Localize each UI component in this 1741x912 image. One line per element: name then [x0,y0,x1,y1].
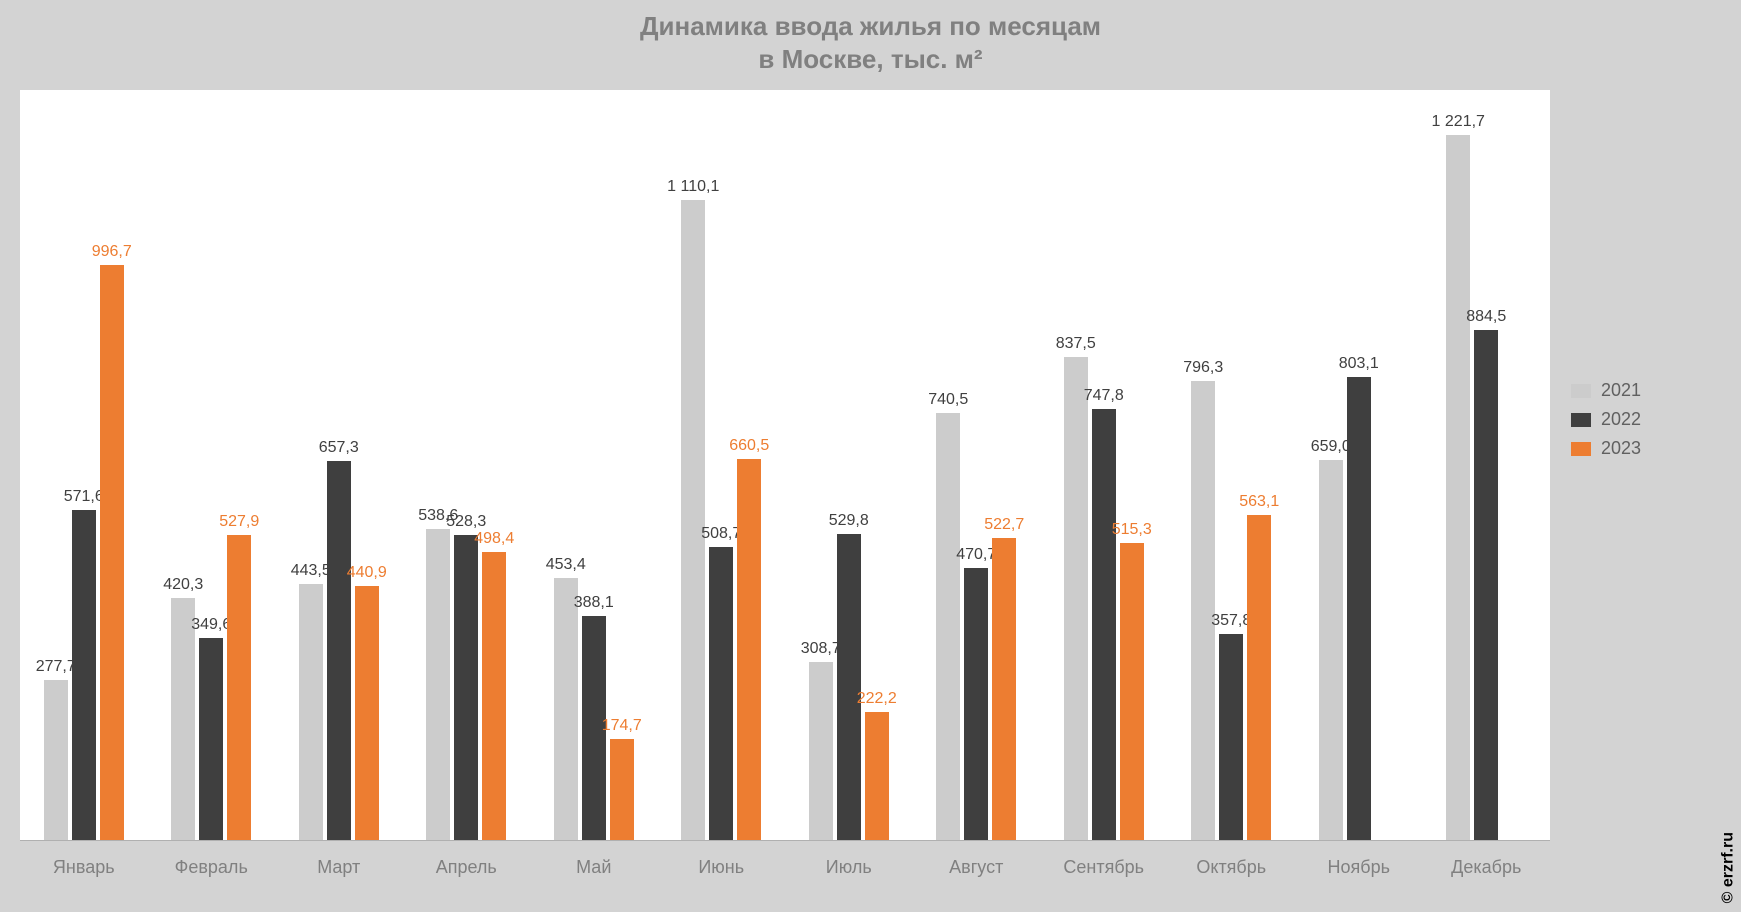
bar [1064,357,1088,840]
legend-label: 2023 [1601,438,1641,459]
legend-item: 2023 [1571,438,1721,459]
bar-group: 277,7571,6996,7 [20,90,148,840]
bar-value-label: 660,5 [709,437,789,455]
x-axis-label: Октябрь [1168,845,1296,885]
x-axis-label: Июнь [658,845,786,885]
x-axis-label: Июль [785,845,913,885]
bar-value-label: 1 221,7 [1418,113,1498,131]
bar [554,578,578,840]
bar-value-label: 747,8 [1064,387,1144,405]
bar [1319,460,1343,840]
bar-group: 1 110,1508,7660,5 [658,90,786,840]
bar-group: 453,4388,1174,7 [530,90,658,840]
legend-swatch [1571,384,1591,398]
bar [964,568,988,840]
legend-label: 2022 [1601,409,1641,430]
bar-group: 308,7529,8222,2 [785,90,913,840]
bar-value-label: 515,3 [1092,521,1172,539]
bar-value-label: 498,4 [454,530,534,548]
bar [72,510,96,840]
bar [199,638,223,840]
bar-value-label: 563,1 [1219,493,1299,511]
chart-title: Динамика ввода жилья по месяцам в Москве… [0,10,1741,75]
legend: 2021 2022 2023 [1571,380,1721,467]
bar [227,535,251,840]
bar-value-label: 996,7 [72,243,152,261]
x-axis-label: Сентябрь [1040,845,1168,885]
bar [482,552,506,840]
bar-value-label: 1 110,1 [653,178,733,196]
bar [837,534,861,840]
bar-group: 837,5747,8515,3 [1040,90,1168,840]
x-axis-label: Август [913,845,1041,885]
bar-value-label: 222,2 [837,690,917,708]
bar [809,662,833,840]
bar [1191,381,1215,840]
x-axis-label: Ноябрь [1295,845,1423,885]
bar-group: 443,5657,3440,9 [275,90,403,840]
bar-value-label: 657,3 [299,439,379,457]
bar-value-label: 528,3 [426,513,506,531]
x-axis-labels: ЯнварьФевральМартАпрельМайИюньИюльАвгуст… [20,845,1550,885]
bar [327,461,351,840]
bar-group: 420,3349,6527,9 [148,90,276,840]
bar [737,459,761,840]
legend-label: 2021 [1601,380,1641,401]
bar [1446,135,1470,840]
bar-value-label: 529,8 [809,512,889,530]
bar [355,586,379,840]
bar-group: 659,0803,1 [1295,90,1423,840]
bar [1092,409,1116,840]
plot-area: 277,7571,6996,7420,3349,6527,9443,5657,3… [20,90,1550,841]
bar [1219,634,1243,840]
bar-value-label: 388,1 [554,594,634,612]
bar [709,547,733,840]
x-axis-label: Март [275,845,403,885]
bar-value-label: 527,9 [199,513,279,531]
x-axis-label: Апрель [403,845,531,885]
bar [100,265,124,840]
bar [1347,377,1371,840]
bar [44,680,68,840]
bar [1120,543,1144,840]
bar-group: 1 221,7884,5 [1423,90,1551,840]
bar [865,712,889,840]
bar [1247,515,1271,840]
bar-value-label: 837,5 [1036,335,1116,353]
bar-value-label: 884,5 [1446,308,1526,326]
bar [681,200,705,840]
x-axis-label: Декабрь [1423,845,1551,885]
bar-group: 538,6528,3498,4 [403,90,531,840]
bar [992,538,1016,840]
bar-value-label: 803,1 [1319,355,1399,373]
bar [936,413,960,840]
bar-value-label: 440,9 [327,564,407,582]
bar [610,739,634,840]
bar-value-label: 796,3 [1163,359,1243,377]
legend-swatch [1571,442,1591,456]
bar-group: 740,5470,7522,7 [913,90,1041,840]
bar [454,535,478,840]
bar [299,584,323,840]
title-line2: в Москве, тыс. м² [758,44,982,74]
chart-frame: Динамика ввода жилья по месяцам в Москве… [0,0,1741,912]
bar [1474,330,1498,840]
x-axis-label: Май [530,845,658,885]
legend-swatch [1571,413,1591,427]
legend-item: 2022 [1571,409,1721,430]
bar-value-label: 522,7 [964,516,1044,534]
legend-item: 2021 [1571,380,1721,401]
x-axis-label: Февраль [148,845,276,885]
title-line1: Динамика ввода жилья по месяцам [640,11,1101,41]
bar-group: 796,3357,8563,1 [1168,90,1296,840]
watermark: © erzrf.ru [1719,832,1737,903]
x-axis-label: Январь [20,845,148,885]
bar-value-label: 740,5 [908,391,988,409]
bar [426,529,450,840]
bar-value-label: 453,4 [526,556,606,574]
bar-value-label: 420,3 [143,576,223,594]
bar-value-label: 174,7 [582,717,662,735]
